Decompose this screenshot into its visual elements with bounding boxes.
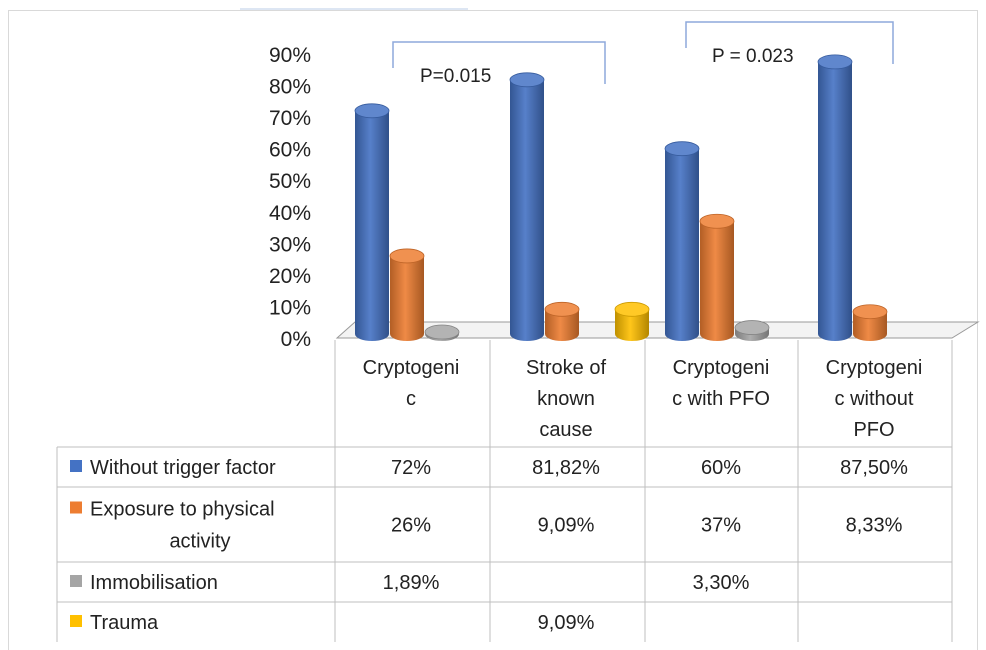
bar-top [734,320,770,335]
data-value-label: 60% [701,457,741,479]
legend-swatch-4 [70,615,82,627]
bar-1-2 [509,72,545,342]
legend-swatch-1 [70,460,82,472]
category-label: Cryptogeni [363,357,460,379]
bar-top [424,324,460,340]
y-tick-label: 90% [269,44,311,67]
y-tick-label: 10% [269,296,311,319]
category-label: Cryptogeni [673,357,770,379]
category-label: Cryptogeni [826,357,923,379]
p-bracket [685,21,894,64]
bar-body [700,221,734,341]
category-label: c [406,388,416,410]
bar-2-3 [699,213,735,341]
legend-swatch-3 [70,575,82,587]
bars [354,54,888,342]
bar-3-3 [734,320,770,341]
legend-label: Exposure to physical [90,499,275,521]
data-value-label: 9,09% [538,612,595,634]
bar-2-1 [389,248,425,341]
y-axis: 0% 10% 20% 30% 40% 50% 60% 70% 80% 90% [269,44,311,351]
bar-2-2 [544,301,580,341]
data-value-label: 87,50% [840,457,908,479]
y-tick-label: 30% [269,233,311,256]
data-value-label: 3,30% [693,572,750,594]
y-tick-label: 20% [269,265,311,288]
data-value-label: 72% [391,457,431,479]
bar-top [544,301,580,317]
bar-body [853,311,887,341]
y-tick-label: 80% [269,76,311,99]
bar-top [614,301,650,317]
y-tick-label: 0% [281,328,311,351]
top-decoration-line [240,8,468,11]
legend-swatch-2 [70,501,82,514]
chart-frame [8,10,978,650]
bar-4-2 [614,301,650,341]
category-label: c without [835,388,914,410]
bar-top [699,213,735,229]
y-tick-label: 70% [269,107,311,130]
category-label: Stroke of [526,357,606,379]
category-label: cause [539,419,592,441]
p-value-label: P = 0.023 [712,46,794,67]
bar-1-4 [817,54,853,342]
bar-3-1 [424,324,460,341]
bar-top [389,248,425,264]
y-tick-label: 50% [269,170,311,193]
bar-top [664,141,700,157]
data-value-label: 1,89% [383,572,440,594]
category-label: PFO [853,419,894,441]
data-value-label: 9,09% [538,515,595,537]
bar-body [390,255,424,341]
legend-label: Immobilisation [90,572,218,594]
bar-1-3 [664,141,700,341]
bar-body [355,110,389,341]
category-label: c with PFO [672,388,770,410]
bar-body [545,309,579,341]
y-tick-label: 60% [269,139,311,162]
bar-top [852,304,888,320]
data-value-label: 26% [391,515,431,537]
bar-body [615,309,649,341]
legend-label: Trauma [90,612,159,634]
bar-body [510,79,544,342]
bar-top [817,54,853,70]
data-table: Cryptogeni c Stroke of known cause Cryptogeni… [56,340,953,642]
data-value-label: 37% [701,515,741,537]
legend-label: Without trigger factor [90,457,276,479]
p-value-annotations: P=0.015 P = 0.023 [392,21,894,87]
data-value-label: 81,82% [532,457,600,479]
y-tick-label: 40% [269,202,311,225]
bar-2-4 [852,304,888,341]
category-label: known [537,388,595,410]
bar-1-1 [354,103,390,341]
p-bracket [392,41,606,84]
bar-body [818,61,852,342]
data-value-label: 8,33% [846,515,903,537]
bar-top [509,72,545,88]
bar-top [354,103,390,119]
legend-label: activity [169,531,230,553]
p-value-label: P=0.015 [420,66,491,87]
bar-body [665,148,699,341]
